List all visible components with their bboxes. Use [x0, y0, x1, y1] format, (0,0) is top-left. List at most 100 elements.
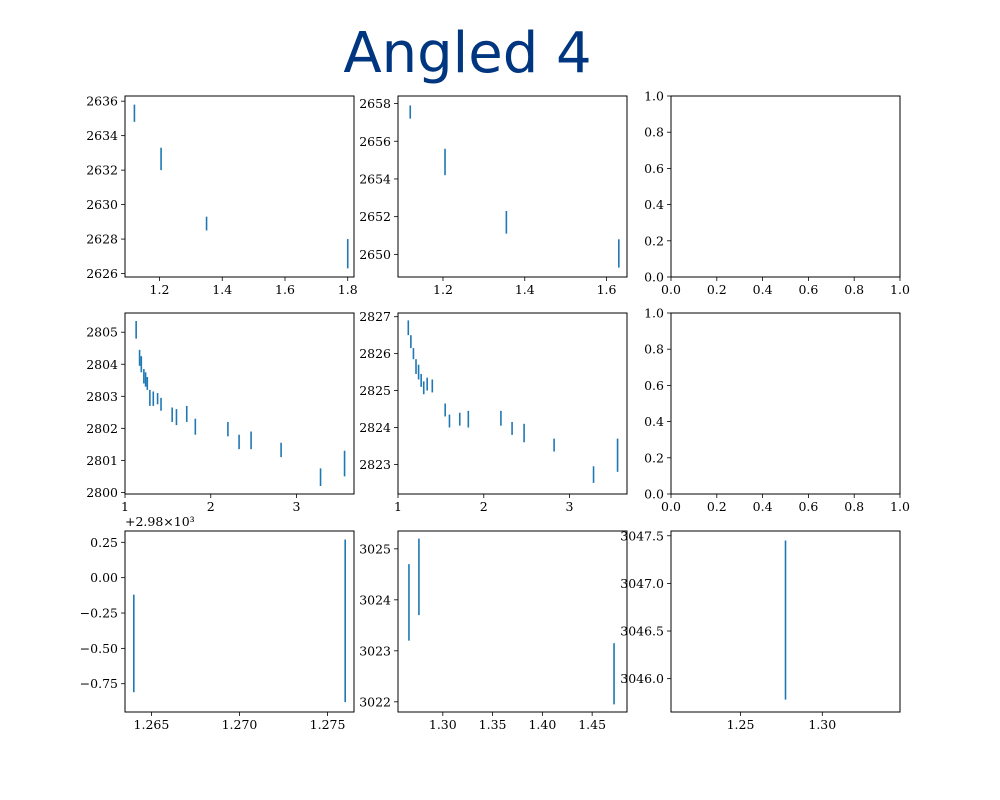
y-tick-label: 0.2 — [644, 233, 664, 248]
y-tick-label: 0.2 — [644, 450, 664, 465]
axes-frame — [397, 95, 628, 278]
x-tick-label: 1.25 — [727, 717, 755, 732]
y-tick-label: −0.25 — [80, 606, 118, 621]
x-tick-label: 1.2 — [150, 282, 170, 297]
y-tick-label: 0.0 — [644, 270, 664, 285]
x-tick-label: 2 — [207, 499, 215, 514]
y-offset-label: +2.98×10³ — [125, 514, 195, 529]
subplot-row1-col2: 1.2 1.4 1.6 2650 2652 2654 2656 2658 — [359, 95, 628, 297]
y-tick-label: 2804 — [86, 357, 118, 372]
axes-frame — [670, 312, 901, 495]
subplot-row1-col3: 0.0 0.2 0.4 0.6 0.8 1.0 0.0 0.2 0.4 0.6 0.8 1.0 — [644, 89, 910, 298]
subplot-row3-col1: 1.265 1.270 1.275 −0.75 −0.50 −0.25 0.00 0.25 +2… — [80, 514, 355, 732]
subplot-row3-col3: 1.25 1.30 3046.0 3046.5 3047.0 3047.5 — [620, 528, 901, 732]
x-tick-label: 0.0 — [661, 282, 681, 297]
subplot-row1-col1: 1.2 1.4 1.6 1.8 2626 2628 2630 2632 2634 2636 — [86, 94, 358, 297]
x-tick-label: 0.0 — [661, 499, 681, 514]
x-tick-label: 1.30 — [429, 717, 457, 732]
x-tick-label: 2 — [480, 499, 488, 514]
y-tick-label: 2826 — [359, 346, 391, 361]
x-tick-label: 1.0 — [890, 282, 910, 297]
axes-frame — [124, 312, 355, 495]
y-tick-label: 2802 — [86, 421, 118, 436]
subplot-row2-col3: 0.0 0.2 0.4 0.6 0.8 1.0 0.0 0.2 0.4 0.6 0.8 1.0 — [644, 306, 910, 515]
x-tick-label: 3 — [566, 499, 574, 514]
x-tick-label: 0.6 — [798, 282, 818, 297]
y-tick-label: 3046.0 — [620, 671, 664, 686]
y-tick-label: 3046.5 — [620, 624, 664, 639]
y-tick-label: 2800 — [86, 485, 118, 500]
y-tick-label: −0.75 — [80, 676, 118, 691]
x-tick-label: 1.8 — [338, 282, 358, 297]
y-tick-label: 2650 — [359, 247, 391, 262]
y-tick-label: 2658 — [359, 96, 391, 111]
x-tick-label: 1.30 — [808, 717, 836, 732]
y-tick-label: 3047.5 — [620, 528, 664, 543]
y-tick-label: 2634 — [86, 128, 118, 143]
x-tick-label: 3 — [293, 499, 301, 514]
x-tick-label: 0.4 — [753, 282, 773, 297]
y-tick-label: 2656 — [359, 134, 391, 149]
x-tick-label: 1.2 — [433, 282, 453, 297]
y-tick-label: 2823 — [359, 457, 391, 472]
axes-frame — [670, 95, 901, 278]
y-tick-label: 2805 — [86, 325, 118, 340]
y-tick-label: 2626 — [86, 266, 118, 281]
x-tick-label: 1.4 — [515, 282, 535, 297]
x-tick-label: 1 — [121, 499, 129, 514]
x-tick-label: 1.270 — [222, 717, 258, 732]
subplot-row3-col2: 1.30 1.35 1.40 1.45 3022 3023 3024 3025 — [359, 530, 628, 732]
y-tick-label: 3025 — [359, 541, 391, 556]
x-tick-label: 0.6 — [798, 499, 818, 514]
y-tick-label: 0.6 — [644, 378, 664, 393]
y-tick-label: 2632 — [86, 163, 118, 178]
y-tick-label: 0.4 — [644, 197, 664, 212]
y-tick-label: 2628 — [86, 232, 118, 247]
y-tick-label: 2630 — [86, 197, 118, 212]
y-tick-label: 0.8 — [644, 342, 664, 357]
x-tick-label: 1.40 — [528, 717, 556, 732]
y-tick-label: 2652 — [359, 209, 391, 224]
y-tick-label: 3024 — [359, 592, 391, 607]
x-tick-label: 0.2 — [707, 282, 727, 297]
x-tick-label: 1.35 — [479, 717, 507, 732]
x-tick-label: 0.8 — [844, 282, 864, 297]
subplot-row2-col1: 1 2 3 2800 2801 2802 2803 2804 2805 — [86, 312, 355, 514]
y-tick-label: 2827 — [359, 309, 391, 324]
y-tick-label: 2654 — [359, 171, 391, 186]
x-tick-label: 1.6 — [275, 282, 295, 297]
y-tick-label: 3022 — [359, 694, 391, 709]
x-tick-label: 1.275 — [310, 717, 346, 732]
x-tick-label: 0.8 — [844, 499, 864, 514]
axes-frame — [397, 530, 628, 713]
x-tick-label: 1.265 — [134, 717, 170, 732]
axes-frame — [397, 312, 628, 495]
x-tick-label: 0.4 — [753, 499, 773, 514]
x-tick-label: 1.0 — [890, 499, 910, 514]
y-tick-label: 1.0 — [644, 89, 664, 104]
axes-frame — [124, 95, 355, 278]
y-tick-label: 0.8 — [644, 125, 664, 140]
y-tick-label: 0.00 — [90, 570, 118, 585]
y-tick-label: 3047.0 — [620, 576, 664, 591]
y-tick-label: 3023 — [359, 643, 391, 658]
y-tick-label: 2825 — [359, 383, 391, 398]
y-tick-label: 0.25 — [90, 535, 118, 550]
x-tick-label: 1 — [394, 499, 402, 514]
x-tick-label: 1.4 — [212, 282, 232, 297]
y-tick-label: 2824 — [359, 420, 391, 435]
figure-title: Angled 4 — [343, 21, 592, 86]
y-tick-label: 0.0 — [644, 487, 664, 502]
x-tick-label: 0.2 — [707, 499, 727, 514]
y-tick-label: 2803 — [86, 389, 118, 404]
y-tick-label: 2801 — [86, 453, 118, 468]
y-tick-label: −0.50 — [80, 641, 118, 656]
y-tick-label: 1.0 — [644, 306, 664, 321]
y-tick-label: 0.6 — [644, 161, 664, 176]
x-tick-label: 1.6 — [597, 282, 617, 297]
subplot-row2-col2: 1 2 3 2823 2824 2825 2826 2827 — [359, 309, 628, 514]
axes-frame — [124, 530, 355, 713]
y-tick-label: 2636 — [86, 94, 118, 109]
x-tick-label: 1.45 — [578, 717, 606, 732]
